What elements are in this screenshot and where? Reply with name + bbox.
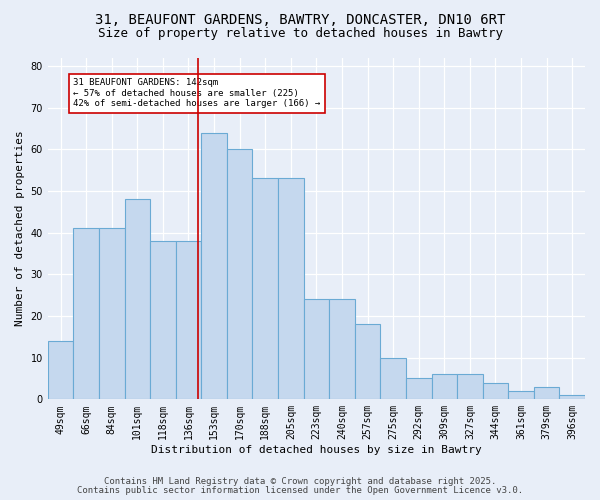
Bar — [406, 378, 431, 400]
Bar — [73, 228, 99, 400]
Y-axis label: Number of detached properties: Number of detached properties — [15, 130, 25, 326]
Bar — [48, 341, 73, 400]
Bar — [559, 395, 585, 400]
Bar — [508, 391, 534, 400]
Bar — [482, 382, 508, 400]
Text: 31 BEAUFONT GARDENS: 142sqm
← 57% of detached houses are smaller (225)
42% of se: 31 BEAUFONT GARDENS: 142sqm ← 57% of det… — [73, 78, 320, 108]
X-axis label: Distribution of detached houses by size in Bawtry: Distribution of detached houses by size … — [151, 445, 482, 455]
Bar — [278, 178, 304, 400]
Text: Contains public sector information licensed under the Open Government Licence v3: Contains public sector information licen… — [77, 486, 523, 495]
Bar — [201, 132, 227, 400]
Text: Contains HM Land Registry data © Crown copyright and database right 2025.: Contains HM Land Registry data © Crown c… — [104, 477, 496, 486]
Bar — [329, 300, 355, 400]
Text: Size of property relative to detached houses in Bawtry: Size of property relative to detached ho… — [97, 26, 503, 40]
Bar — [431, 374, 457, 400]
Bar — [380, 358, 406, 400]
Bar — [304, 300, 329, 400]
Bar — [125, 199, 150, 400]
Bar — [227, 149, 253, 400]
Bar — [253, 178, 278, 400]
Bar — [534, 387, 559, 400]
Bar — [176, 241, 201, 400]
Text: 31, BEAUFONT GARDENS, BAWTRY, DONCASTER, DN10 6RT: 31, BEAUFONT GARDENS, BAWTRY, DONCASTER,… — [95, 12, 505, 26]
Bar — [355, 324, 380, 400]
Bar — [457, 374, 482, 400]
Bar — [150, 241, 176, 400]
Bar — [99, 228, 125, 400]
